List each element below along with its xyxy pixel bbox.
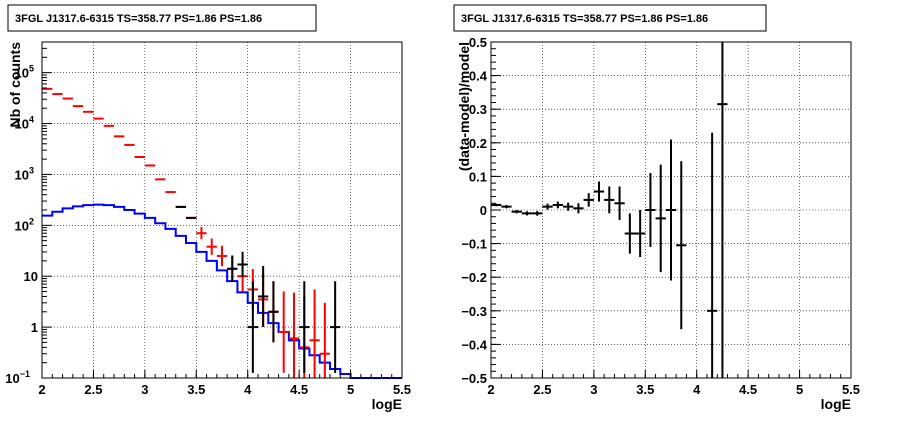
residuals-data-point bbox=[624, 213, 635, 254]
residuals-x-tick-labels: 2 2.5 3 3.5 4 4.5 5 5.5 bbox=[487, 382, 860, 397]
counts-data-point bbox=[299, 281, 310, 373]
counts-data-point bbox=[330, 281, 341, 373]
residuals-data-point bbox=[676, 161, 687, 330]
counts-y-tick-labels: 10−1 1 10 102 103 104 105 bbox=[5, 64, 38, 386]
counts-y-tick-label: 103 bbox=[15, 165, 34, 182]
residuals-data-point bbox=[552, 201, 563, 209]
counts-x-tick-label: 5.5 bbox=[393, 382, 411, 397]
residuals-y-tick-label: 0.5 bbox=[469, 35, 487, 50]
counts-y-tick-label: 1 bbox=[31, 320, 38, 335]
residuals-ticks bbox=[490, 41, 852, 379]
residuals-y-axis-title: (data-model)/model bbox=[456, 42, 472, 171]
counts-y-axis-title: Nb of counts bbox=[7, 42, 23, 128]
residuals-x-axis-title: logE bbox=[821, 396, 851, 412]
residuals-x-tick-label: 2.5 bbox=[533, 382, 551, 397]
residuals-data-point bbox=[521, 211, 533, 216]
counts-data-point bbox=[319, 302, 330, 378]
counts-marks bbox=[42, 87, 402, 379]
residuals-x-tick-label: 5 bbox=[796, 382, 803, 397]
counts-data-point bbox=[216, 245, 228, 267]
counts-panel: 2 2.5 3 3.5 4 4.5 5 5.5 10−1 1 10 102 103 104 105 log… bbox=[5, 4, 411, 412]
residuals-data-point bbox=[491, 203, 502, 207]
residuals-y-tick-label: −0.5 bbox=[461, 371, 487, 386]
residuals-x-tick-label: 4 bbox=[693, 382, 701, 397]
residuals-data-point bbox=[717, 42, 728, 378]
counts-data-point bbox=[196, 227, 207, 240]
residuals-data-point bbox=[614, 186, 625, 221]
residuals-y-tick-label: 0.3 bbox=[469, 102, 487, 117]
residuals-data-point bbox=[593, 181, 605, 202]
counts-data-point bbox=[278, 291, 289, 373]
counts-data-point bbox=[247, 281, 258, 373]
residuals-data-point bbox=[542, 203, 553, 210]
residuals-title-box bbox=[453, 4, 767, 32]
counts-model-step-line bbox=[42, 203, 402, 379]
residuals-marks bbox=[491, 42, 728, 378]
counts-data-point bbox=[227, 255, 238, 283]
residuals-data-point bbox=[511, 210, 522, 214]
counts-chart-title: 3FGL J1317.6-6315 TS=358.77 PS=1.86 PS=1… bbox=[15, 13, 262, 25]
counts-data-point bbox=[237, 251, 248, 278]
residuals-y-tick-label: 0.1 bbox=[469, 169, 487, 184]
counts-data-point bbox=[258, 265, 269, 328]
residuals-x-tick-label: 2 bbox=[487, 382, 494, 397]
counts-y-tick-label: 104 bbox=[15, 115, 34, 132]
residuals-y-tick-label: 0 bbox=[480, 203, 487, 218]
residuals-x-tick-label: 3 bbox=[590, 382, 597, 397]
counts-data-point bbox=[309, 289, 320, 378]
residuals-y-tick-label: −0.1 bbox=[461, 237, 487, 252]
residuals-data-point bbox=[563, 202, 574, 211]
counts-x-tick-label: 2.5 bbox=[84, 382, 102, 397]
residuals-data-point bbox=[532, 211, 543, 216]
counts-x-tick-label: 3 bbox=[141, 382, 148, 397]
counts-x-tick-label: 3.5 bbox=[187, 382, 205, 397]
counts-data-point bbox=[268, 281, 279, 343]
counts-x-tick-label: 2 bbox=[38, 382, 45, 397]
residuals-data-point bbox=[655, 164, 666, 273]
counts-y-tick-label: 105 bbox=[15, 64, 34, 81]
counts-y-tick-label: 102 bbox=[15, 216, 34, 233]
residuals-data-point bbox=[635, 210, 646, 258]
residuals-y-tick-label: −0.2 bbox=[461, 270, 487, 285]
counts-data-point bbox=[206, 238, 217, 255]
counts-plot-frame bbox=[41, 41, 403, 379]
counts-x-tick-labels: 2 2.5 3 3.5 4 4.5 5 5.5 bbox=[38, 382, 411, 397]
residuals-data-point bbox=[604, 186, 615, 214]
counts-ticks bbox=[41, 41, 403, 379]
residuals-y-tick-label: −0.3 bbox=[461, 304, 487, 319]
residuals-data-point bbox=[573, 203, 584, 214]
residuals-x-tick-label: 4.5 bbox=[739, 382, 757, 397]
residuals-y-tick-labels: −0.5 −0.4 −0.3 −0.2 −0.1 0 0.1 0.2 0.3 0.4 0.5 bbox=[461, 35, 487, 386]
counts-x-axis-title: logE bbox=[372, 396, 402, 412]
residuals-chart-title: 3FGL J1317.6-6315 TS=358.77 PS=1.86 PS=1… bbox=[461, 13, 708, 25]
counts-grid bbox=[42, 42, 402, 378]
counts-data-point bbox=[288, 292, 300, 378]
residuals-y-tick-label: 0.4 bbox=[469, 69, 488, 84]
residuals-data-point bbox=[707, 132, 718, 378]
counts-y-tick-label: 10 bbox=[24, 269, 38, 284]
counts-x-tick-label: 5 bbox=[347, 382, 354, 397]
residuals-x-tick-label: 5.5 bbox=[842, 382, 860, 397]
residuals-data-point bbox=[583, 193, 594, 207]
residuals-panel: 2 2.5 3 3.5 4 4.5 5 5.5 −0.5 −0.4 −0.3 −0.2 −0.1 0 0.… bbox=[453, 4, 860, 412]
counts-x-tick-label: 4 bbox=[244, 382, 252, 397]
residuals-x-tick-label: 3.5 bbox=[636, 382, 654, 397]
residuals-y-tick-label: 0.2 bbox=[469, 136, 487, 151]
counts-x-tick-label: 4.5 bbox=[290, 382, 308, 397]
counts-y-tick-label: 10−1 bbox=[5, 369, 30, 386]
residuals-data-point bbox=[665, 139, 677, 281]
residuals-data-point bbox=[645, 173, 656, 247]
counts-title-box bbox=[7, 4, 317, 32]
residuals-y-tick-label: −0.4 bbox=[461, 337, 487, 352]
residuals-data-point bbox=[501, 204, 512, 209]
